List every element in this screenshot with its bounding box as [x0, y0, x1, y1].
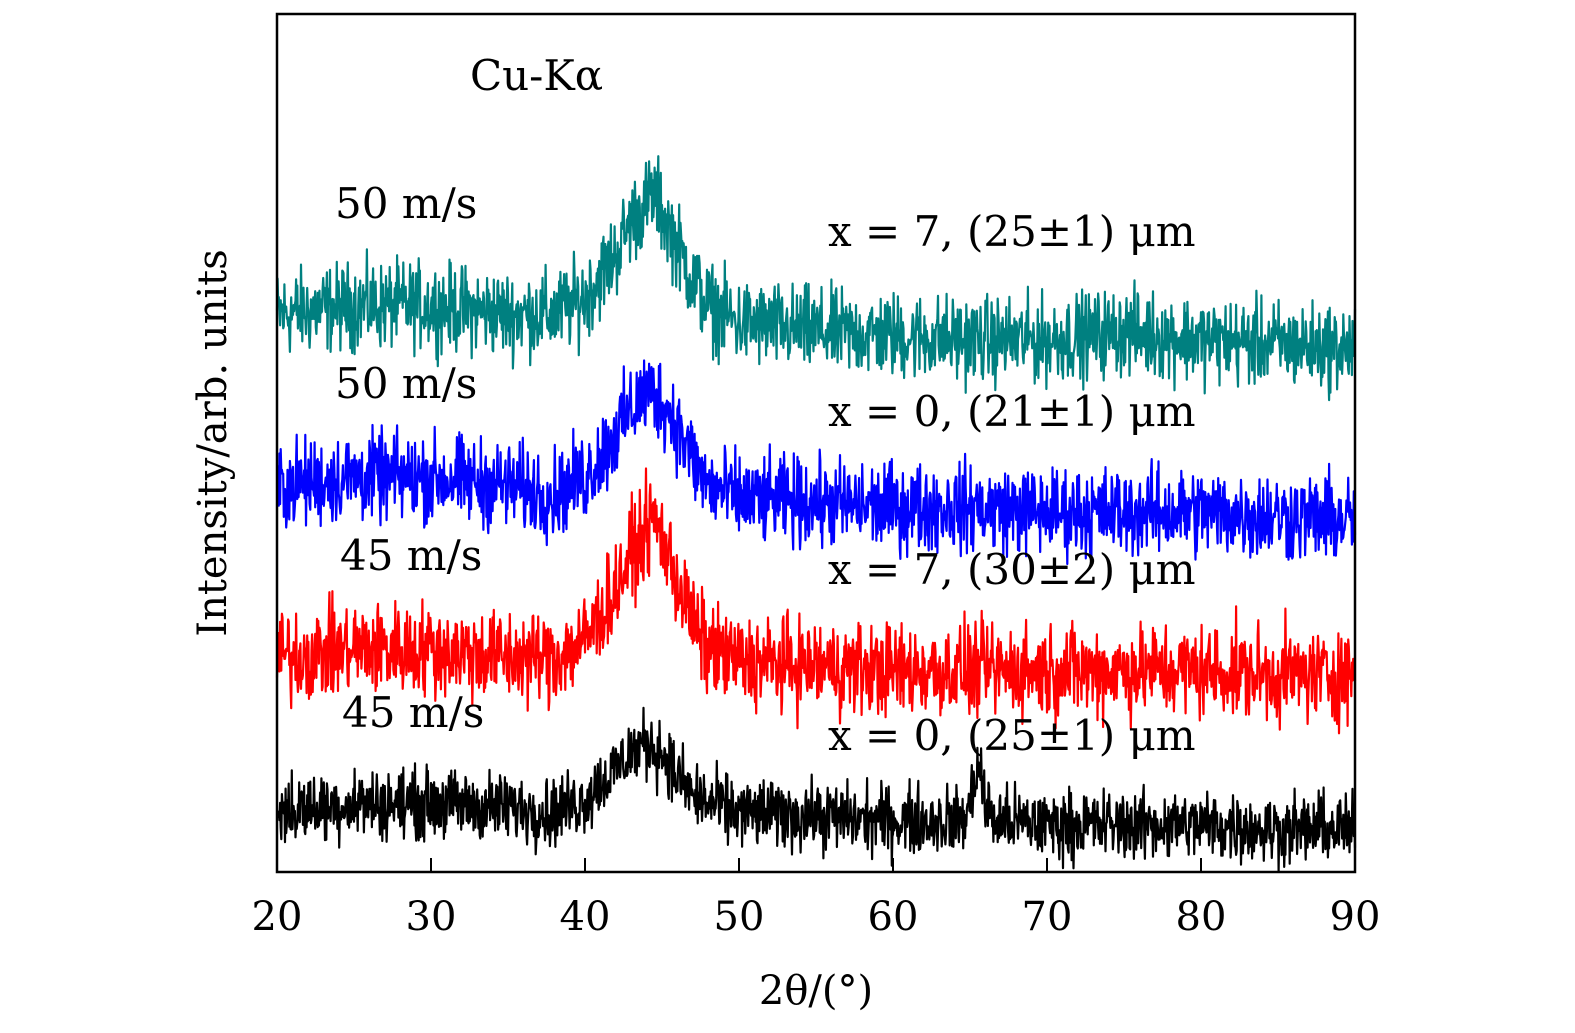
series-name-label: x = 7, (30±2) μm [828, 545, 1196, 594]
x-tick-label: 40 [560, 894, 611, 940]
plot-frame [275, 12, 1357, 874]
x-tick-label: 30 [406, 894, 457, 940]
tick-layer: 20 30 40 50 60 70 80 90 [252, 858, 1381, 940]
series-speed-label: 45 m/s [342, 688, 484, 737]
series-name-label: x = 7, (25±1) μm [828, 207, 1196, 256]
series-speed-label: 50 m/s [335, 359, 477, 408]
series-layer [275, 155, 1357, 872]
radiation-annotation: Cu-Kα [470, 51, 603, 100]
series-line [275, 467, 1357, 735]
series-line [275, 706, 1357, 872]
x-tick-label: 20 [252, 894, 303, 940]
x-tick-label: 90 [1330, 894, 1381, 940]
x-tick-label: 50 [714, 894, 765, 940]
series-name-label: x = 0, (21±1) μm [828, 387, 1196, 436]
series-line [275, 155, 1357, 402]
series-speed-label: 45 m/s [340, 531, 482, 580]
y-axis-title: Intensity/arb. units [190, 249, 236, 636]
series-speed-label: 50 m/s [335, 179, 477, 228]
label-layer: 50 m/s x = 7, (25±1) μm 50 m/s x = 0, (21±1… [335, 179, 1196, 760]
x-tick-label: 60 [868, 894, 919, 940]
x-axis-title: 2θ/(°) [759, 968, 873, 1014]
series-name-label: x = 0, (25±1) μm [828, 711, 1196, 760]
x-tick-label: 80 [1176, 894, 1227, 940]
x-tick-label: 70 [1022, 894, 1073, 940]
series-line [275, 359, 1357, 566]
